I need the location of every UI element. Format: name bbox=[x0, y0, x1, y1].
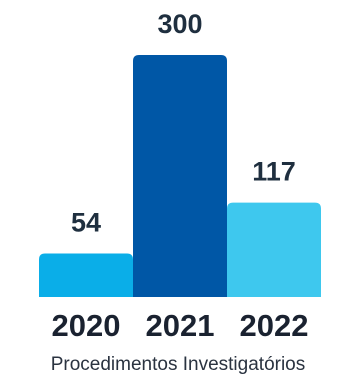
value-label-2022: 117 bbox=[252, 157, 296, 187]
x-tick-label-2021: 2021 bbox=[146, 308, 215, 343]
chart-caption: Procedimentos Investigatórios bbox=[51, 354, 306, 375]
bar-2021 bbox=[133, 55, 227, 297]
value-labels-group: 54 300 117 bbox=[71, 9, 296, 237]
value-label-2020: 54 bbox=[71, 207, 101, 237]
bars-group bbox=[39, 55, 321, 297]
x-tick-labels-group: 2020 2021 2022 bbox=[52, 308, 309, 343]
x-tick-label-2022: 2022 bbox=[240, 308, 309, 343]
bar-2022 bbox=[227, 202, 321, 297]
bar-2020 bbox=[39, 253, 133, 297]
value-label-2021: 300 bbox=[157, 9, 202, 39]
x-tick-label-2020: 2020 bbox=[52, 308, 121, 343]
